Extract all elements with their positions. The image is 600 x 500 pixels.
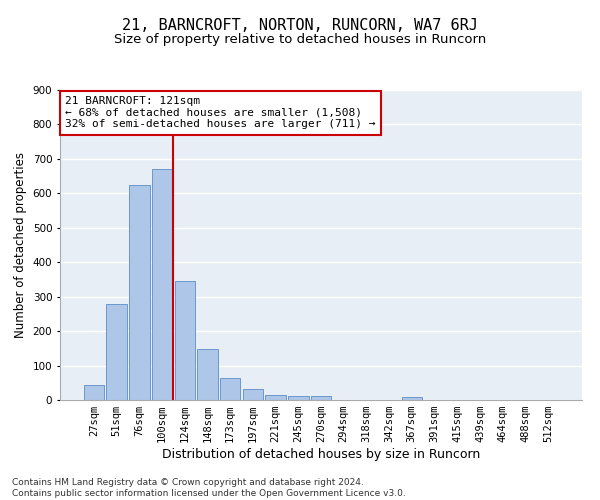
Y-axis label: Number of detached properties: Number of detached properties bbox=[14, 152, 27, 338]
Bar bbox=[175, 281, 195, 400]
Text: Size of property relative to detached houses in Runcorn: Size of property relative to detached ho… bbox=[114, 32, 486, 46]
X-axis label: Distribution of detached houses by size in Runcorn: Distribution of detached houses by size … bbox=[162, 448, 480, 461]
Text: 21, BARNCROFT, NORTON, RUNCORN, WA7 6RJ: 21, BARNCROFT, NORTON, RUNCORN, WA7 6RJ bbox=[122, 18, 478, 32]
Bar bbox=[288, 396, 308, 400]
Text: 21 BARNCROFT: 121sqm
← 68% of detached houses are smaller (1,508)
32% of semi-de: 21 BARNCROFT: 121sqm ← 68% of detached h… bbox=[65, 96, 376, 130]
Bar bbox=[152, 169, 172, 400]
Bar bbox=[311, 396, 331, 400]
Text: Contains HM Land Registry data © Crown copyright and database right 2024.
Contai: Contains HM Land Registry data © Crown c… bbox=[12, 478, 406, 498]
Bar bbox=[220, 378, 241, 400]
Bar bbox=[265, 395, 286, 400]
Bar bbox=[84, 384, 104, 400]
Bar bbox=[129, 184, 149, 400]
Bar bbox=[197, 349, 218, 400]
Bar bbox=[106, 304, 127, 400]
Bar bbox=[242, 388, 263, 400]
Bar bbox=[401, 396, 422, 400]
